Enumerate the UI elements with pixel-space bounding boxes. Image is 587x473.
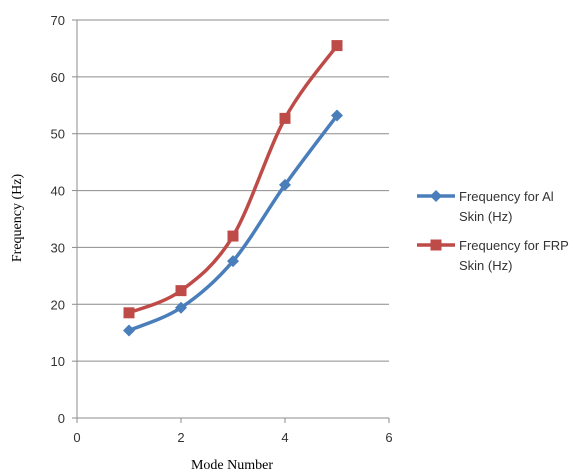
y-axis-title: Frequency (Hz)	[10, 174, 25, 263]
y-tick-label: 30	[51, 240, 65, 255]
data-point-square	[175, 285, 187, 297]
x-tick-labels: 0 2 4 6	[73, 430, 392, 445]
x-tick-label: 4	[281, 430, 288, 445]
y-tick-label: 0	[58, 411, 65, 426]
axes	[72, 19, 390, 423]
y-tick-label: 60	[51, 70, 65, 85]
y-tick-label: 10	[51, 354, 65, 369]
y-tick-label: 20	[51, 297, 65, 312]
x-tick-label: 2	[177, 430, 184, 445]
series-line-2	[127, 43, 339, 315]
y-tick-labels: 0 10 20 30 40 50 60 70	[51, 13, 65, 426]
series-line-1	[127, 113, 339, 333]
data-point-diamond	[123, 324, 135, 337]
series-markers	[123, 40, 343, 337]
legend-marker-diamond	[430, 190, 442, 202]
legend: Frequency for Al Skin (Hz)Frequency for F…	[417, 189, 569, 273]
data-point-square	[331, 40, 343, 52]
legend-marker-square	[430, 239, 442, 251]
x-tick-label: 6	[385, 430, 392, 445]
x-tick-label: 0	[73, 430, 80, 445]
legend-label-line: Frequency for Al	[459, 189, 554, 204]
data-point-square	[227, 230, 239, 242]
legend-label-2: Frequency for FRP Skin (Hz)	[459, 238, 569, 273]
y-tick-label: 40	[51, 184, 65, 199]
legend-label-line: Skin (Hz)	[459, 258, 512, 273]
data-point-square	[123, 307, 135, 319]
data-point-square	[279, 112, 291, 124]
series-lines	[127, 43, 339, 333]
data-point-diamond	[227, 255, 239, 268]
x-axis-title: Mode Number	[191, 458, 273, 473]
gridlines	[77, 19, 389, 362]
legend-label-line: Skin (Hz)	[459, 209, 512, 224]
legend-label-1: Frequency for Al Skin (Hz)	[459, 189, 554, 224]
data-point-diamond	[279, 178, 291, 191]
y-tick-label: 50	[51, 127, 65, 142]
legend-label-line: Frequency for FRP	[459, 238, 569, 253]
data-point-diamond	[175, 301, 187, 314]
y-tick-label: 70	[51, 13, 65, 28]
data-point-diamond	[331, 109, 343, 122]
